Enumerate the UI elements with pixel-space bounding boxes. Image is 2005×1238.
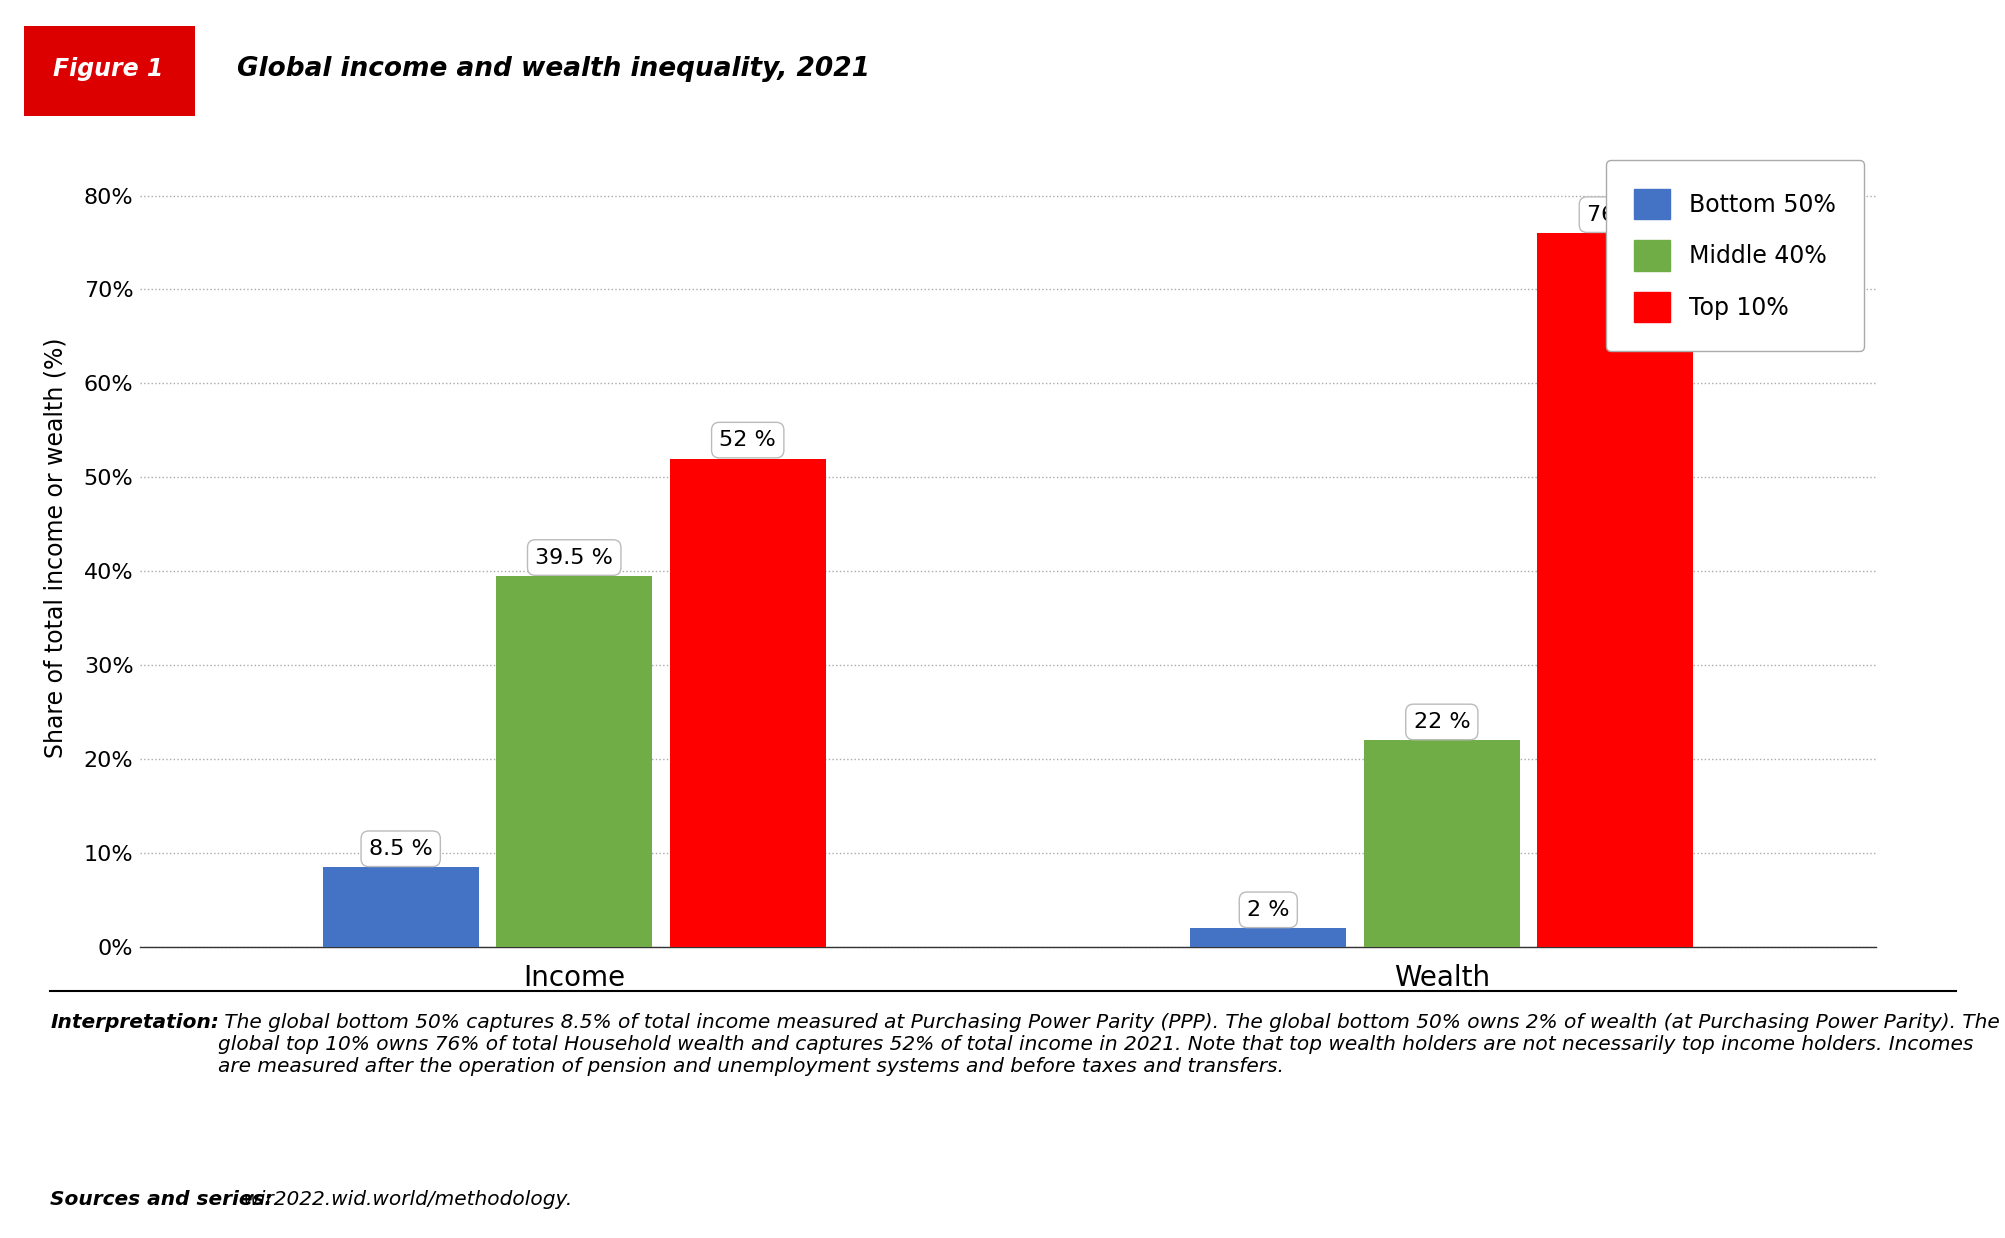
Bar (323, 867, 479, 947)
Text: Global income and wealth inequality, 2021: Global income and wealth inequality, 202… (237, 56, 870, 82)
Bar (1189, 928, 1345, 947)
Text: Interpretation:: Interpretation: (50, 1013, 219, 1032)
Bar (1536, 233, 1692, 947)
Text: The global bottom 50% captures 8.5% of total income measured at Purchasing Power: The global bottom 50% captures 8.5% of t… (219, 1013, 1999, 1076)
Text: Figure 1: Figure 1 (52, 57, 164, 80)
Text: wir2022.wid.world/methodology.: wir2022.wid.world/methodology. (237, 1190, 571, 1208)
Text: 52 %: 52 % (720, 430, 776, 451)
Bar (670, 458, 826, 947)
Text: 22 %: 22 % (1414, 712, 1470, 732)
FancyBboxPatch shape (24, 26, 194, 116)
Text: Sources and series:: Sources and series: (50, 1190, 273, 1208)
Text: 8.5 %: 8.5 % (369, 839, 433, 859)
Bar (495, 576, 652, 947)
Text: 2 %: 2 % (1247, 900, 1289, 920)
Bar (1363, 740, 1520, 947)
Y-axis label: Share of total income or wealth (%): Share of total income or wealth (%) (42, 338, 66, 758)
Text: 76 %: 76 % (1586, 204, 1642, 224)
Legend: Bottom 50%, Middle 40%, Top 10%: Bottom 50%, Middle 40%, Top 10% (1606, 161, 1863, 350)
Text: 39.5 %: 39.5 % (535, 547, 614, 567)
